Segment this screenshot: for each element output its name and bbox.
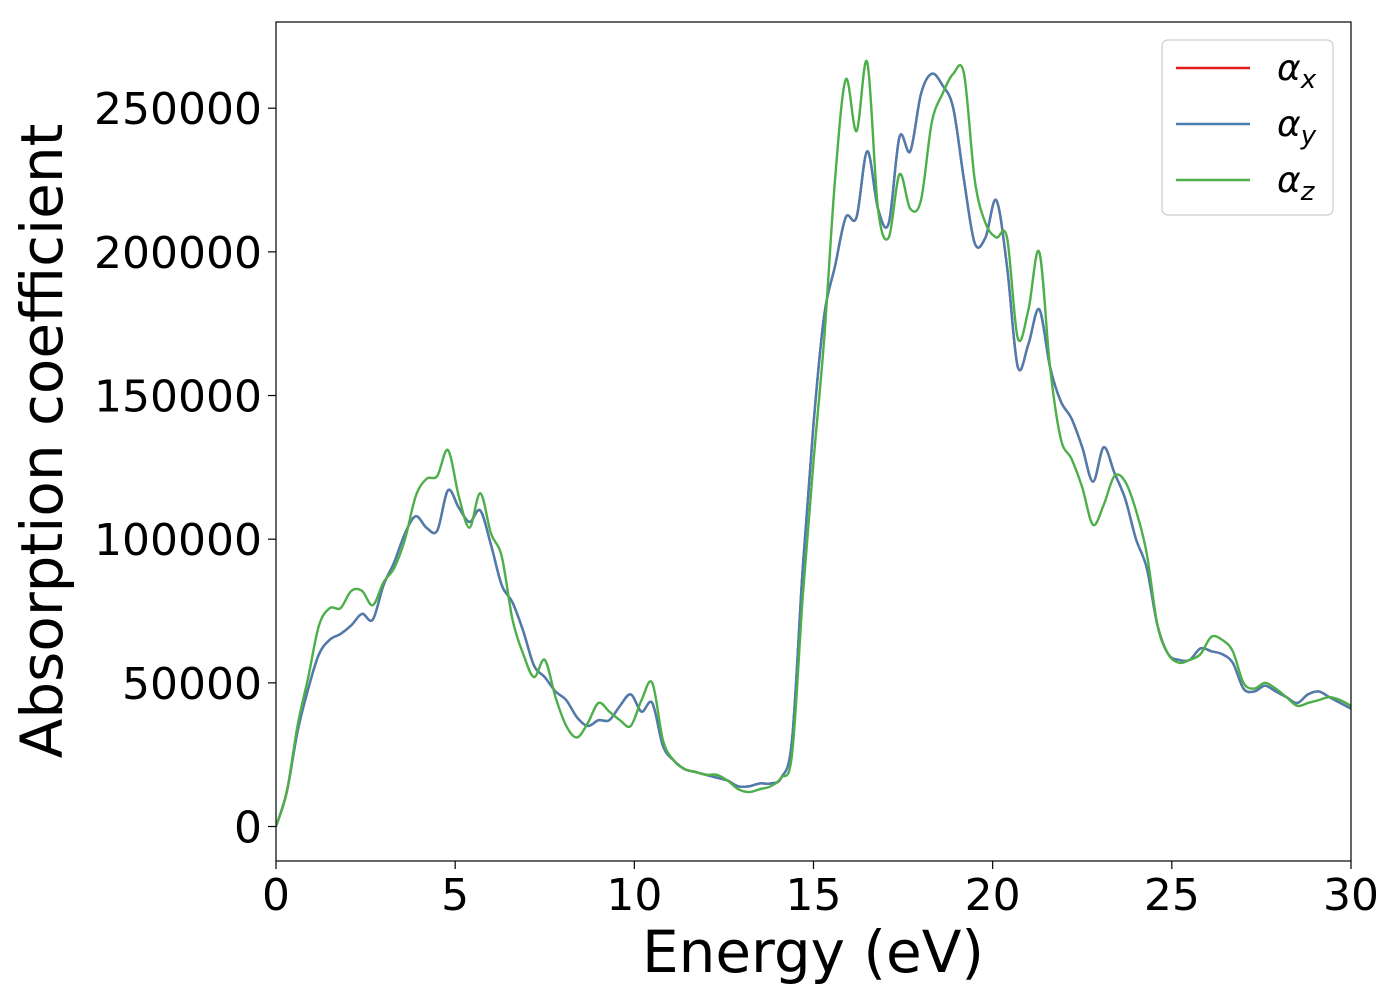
legend-label-y: αy (1277, 104, 1317, 151)
legend: αx αy αz (1161, 39, 1334, 216)
x-tick-label: 20 (965, 870, 1021, 921)
x-tick-label: 5 (441, 870, 469, 921)
legend-label-x: αx (1277, 48, 1317, 95)
y-axis: 0 50000 100000 150000 200000 250000 (94, 84, 276, 854)
x-tick-label: 10 (606, 870, 662, 921)
y-axis-label: Absorption coefficient (8, 124, 76, 759)
x-axis-label: Energy (eV) (642, 918, 984, 986)
y-tick-label: 0 (234, 803, 262, 854)
y-tick-label: 250000 (94, 84, 262, 135)
legend-label-z: αz (1277, 160, 1316, 207)
x-tick-label: 25 (1144, 870, 1200, 921)
series-layer (276, 59, 1351, 827)
x-tick-label: 15 (786, 870, 842, 921)
legend-box (1161, 39, 1334, 216)
x-tick-label: 30 (1323, 870, 1379, 921)
x-tick-label: 0 (262, 870, 290, 921)
y-tick-label: 200000 (94, 228, 262, 279)
x-axis: 0 5 10 15 20 25 30 (262, 861, 1379, 921)
y-tick-label: 150000 (94, 372, 262, 423)
y-tick-label: 50000 (122, 659, 262, 710)
series-line-z (276, 59, 1351, 827)
y-tick-label: 100000 (94, 515, 262, 566)
